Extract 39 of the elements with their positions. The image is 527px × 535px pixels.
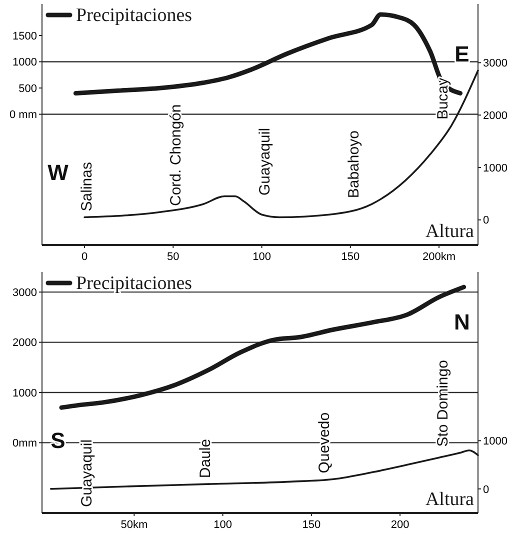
x-tick-label: 50 xyxy=(167,251,180,263)
series-label: Altura xyxy=(425,489,475,510)
annotation: Salinas xyxy=(78,162,96,212)
annotation: Babahoyo xyxy=(346,130,362,198)
y2-tick-label: 3000 xyxy=(483,58,508,70)
annotation: Sto Domingo xyxy=(434,360,452,447)
y-tick-label: 3000 xyxy=(12,286,37,299)
annotation: Quevedo xyxy=(316,412,333,474)
y2-tick-label: 1000 xyxy=(483,162,508,174)
x-tick-label: 50km xyxy=(120,519,148,531)
y-tick-label: 1000 xyxy=(12,56,37,69)
y2-tick-label: 2000 xyxy=(483,110,508,122)
x-tick-label: 100 xyxy=(214,519,232,531)
x-tick-label: 100 xyxy=(252,251,271,263)
y2-tick-label: 1000 xyxy=(483,436,508,448)
y-tick-label: 1000 xyxy=(12,387,37,400)
y-tick-label: 500 xyxy=(18,82,37,95)
annotation: E xyxy=(454,42,470,66)
annotation: N xyxy=(454,310,470,334)
y2-tick-label: 0 xyxy=(483,214,490,227)
x-tick-label: 200 xyxy=(390,519,410,531)
annotation: Guayaquil xyxy=(256,128,274,196)
annotation: W xyxy=(48,160,69,186)
y-tick-label: 0mm xyxy=(12,438,37,450)
y-tick-label: 2000 xyxy=(12,337,37,350)
annotation: Bucay xyxy=(434,77,452,120)
y2-tick-label: 0 xyxy=(483,484,490,496)
x-tick-label: 150 xyxy=(341,251,360,263)
x-tick-label: 150 xyxy=(302,519,321,531)
annotation: Daule xyxy=(197,438,214,478)
y-tick-label: 0 mm xyxy=(10,109,37,122)
text: Altura xyxy=(425,221,475,242)
x-tick-label: 0 xyxy=(81,251,88,263)
annotation: Guayaquil xyxy=(78,439,96,507)
legend-label: Precipitaciones xyxy=(76,5,192,26)
annotation: Cord. Chongón xyxy=(168,104,184,206)
legend-label: Precipitaciones xyxy=(76,273,192,294)
x-tick-label: 200km xyxy=(422,251,456,263)
y-tick-label: 1500 xyxy=(12,30,37,42)
